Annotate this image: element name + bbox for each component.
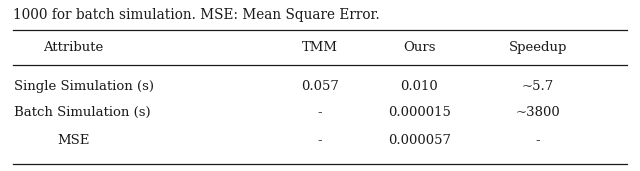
Text: Speedup: Speedup	[508, 41, 567, 54]
Text: TMM: TMM	[302, 41, 338, 54]
Text: MSE: MSE	[58, 134, 90, 147]
Text: ~5.7: ~5.7	[522, 80, 554, 93]
Text: 0.010: 0.010	[401, 80, 438, 93]
Text: ~3800: ~3800	[515, 106, 560, 119]
Text: Batch Simulation (s): Batch Simulation (s)	[14, 106, 150, 119]
Text: Single Simulation (s): Single Simulation (s)	[14, 80, 154, 93]
Text: Ours: Ours	[403, 41, 435, 54]
Text: 0.000057: 0.000057	[388, 134, 451, 147]
Text: -: -	[317, 134, 323, 147]
Text: 1000 for batch simulation. MSE: Mean Square Error.: 1000 for batch simulation. MSE: Mean Squ…	[13, 8, 380, 22]
Text: -: -	[535, 134, 540, 147]
Text: 0.057: 0.057	[301, 80, 339, 93]
Text: -: -	[317, 106, 323, 119]
Text: 0.000015: 0.000015	[388, 106, 451, 119]
Text: Attribute: Attribute	[44, 41, 104, 54]
